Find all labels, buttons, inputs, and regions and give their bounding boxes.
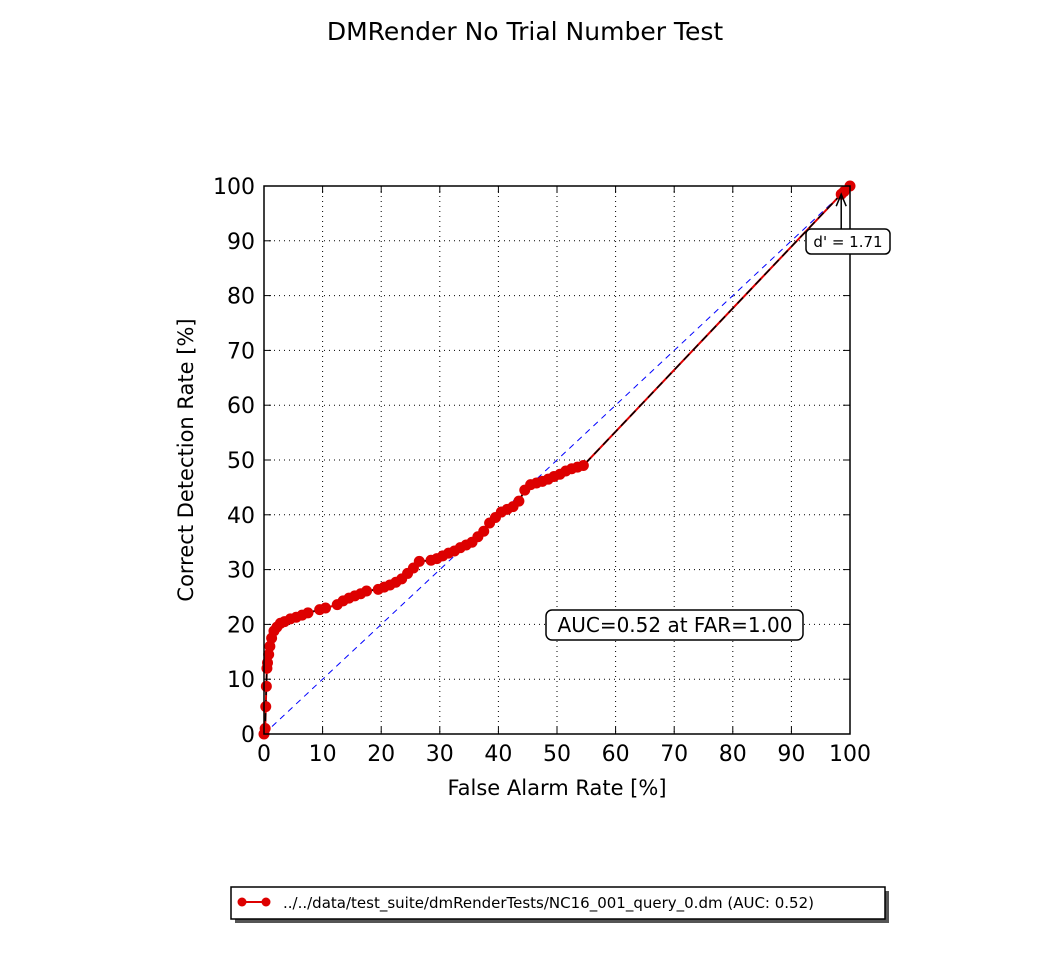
x-tick-label: 30 xyxy=(426,742,454,767)
series-point xyxy=(260,701,272,713)
series-point xyxy=(413,555,425,567)
legend: ../../data/test_suite/dmRenderTests/NC16… xyxy=(230,886,889,923)
y-tick-label: 80 xyxy=(227,285,255,310)
series-point xyxy=(302,607,314,619)
y-tick-label: 100 xyxy=(213,175,255,200)
series-point xyxy=(320,602,332,614)
tick-layer: 0 10 20 30 40 50 60 70 80 90 100 0 10 20 30 40 50 60 70 80 9… xyxy=(213,175,871,767)
series-point xyxy=(478,525,490,537)
y-tick-label: 90 xyxy=(227,230,255,255)
dprime-annotation-box xyxy=(805,228,891,255)
y-axis-label: Correct Detection Rate [%] xyxy=(174,318,198,601)
x-tick-label: 90 xyxy=(777,742,805,767)
series-point xyxy=(260,680,272,692)
chart-title: DMRender No Trial Number Test xyxy=(327,17,724,46)
x-axis-label: False Alarm Rate [%] xyxy=(447,776,666,800)
dprime-arrow-head xyxy=(835,192,847,207)
series-point xyxy=(259,723,271,735)
y-tick-label: 50 xyxy=(227,449,255,474)
legend-box xyxy=(230,886,886,920)
series-point xyxy=(577,459,589,471)
y-tick-label: 10 xyxy=(227,668,255,693)
chance-line xyxy=(263,185,851,735)
x-tick-label: 10 xyxy=(309,742,337,767)
x-tick-label: 50 xyxy=(543,742,571,767)
series-point xyxy=(361,585,373,597)
y-tick-label: 20 xyxy=(227,613,255,638)
legend-series-label: ../../data/test_suite/dmRenderTests/NC16… xyxy=(283,894,814,913)
x-tick-label: 20 xyxy=(367,742,395,767)
x-tick-label: 70 xyxy=(660,742,688,767)
y-tick-label: 70 xyxy=(227,339,255,364)
y-tick-label: 30 xyxy=(227,559,255,584)
x-tick-label: 0 xyxy=(257,742,271,767)
y-tick-label: 0 xyxy=(241,723,255,748)
x-tick-label: 40 xyxy=(484,742,512,767)
legend-marker-swatch xyxy=(237,897,247,907)
auc-annotation-text: AUC=0.52 at FAR=1.00 xyxy=(558,613,793,637)
y-tick-label: 40 xyxy=(227,504,255,529)
annotation-layer: d' = 1.71 AUC=0.52 at FAR=1.00 xyxy=(545,192,891,641)
y-tick-label: 60 xyxy=(227,394,255,419)
x-tick-label: 100 xyxy=(829,742,871,767)
dprime-annotation-text: d' = 1.71 xyxy=(813,233,882,251)
x-tick-label: 60 xyxy=(602,742,630,767)
auc-annotation-box xyxy=(545,609,804,641)
legend-marker-swatch xyxy=(261,897,271,907)
chance-line-layer xyxy=(263,185,851,735)
x-tick-label: 80 xyxy=(719,742,747,767)
series-point xyxy=(513,495,525,507)
